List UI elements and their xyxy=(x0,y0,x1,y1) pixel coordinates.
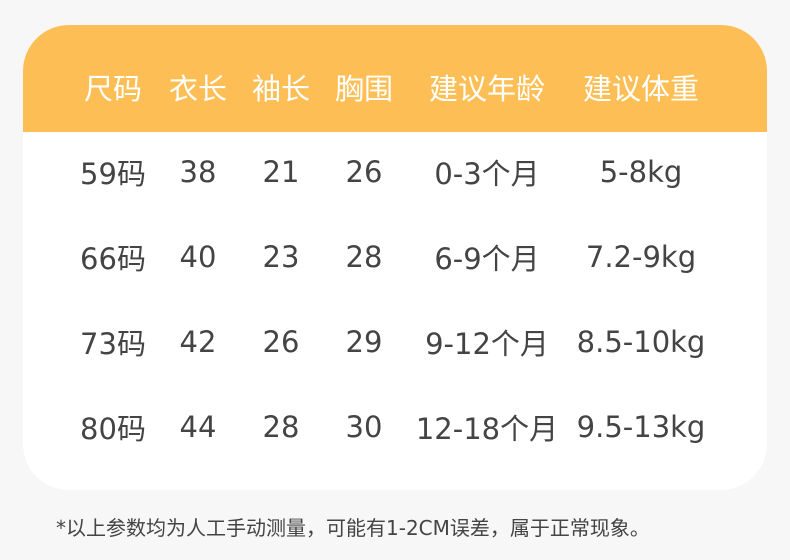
cell-size: 59码 xyxy=(80,157,146,191)
header-length: 衣长 xyxy=(168,72,228,106)
table-header xyxy=(23,25,767,132)
size-chart-card: 尺码 衣长 袖长 胸围 建议年龄 建议体重 59码 38 21 26 0-3个月 5-8kg 66码 40… xyxy=(23,25,767,490)
cell-size: 66码 xyxy=(80,242,146,276)
cell-length: 44 xyxy=(179,410,217,444)
cell-age: 9-12个月 xyxy=(425,327,549,361)
cell-chest: 28 xyxy=(345,240,383,274)
cell-sleeve: 23 xyxy=(262,240,300,274)
cell-age: 6-9个月 xyxy=(434,242,540,276)
cell-chest: 30 xyxy=(345,410,383,444)
cell-sleeve: 28 xyxy=(262,410,300,444)
header-size: 尺码 xyxy=(83,72,143,106)
cell-length: 38 xyxy=(179,155,217,189)
cell-weight: 7.2-9kg xyxy=(585,240,697,274)
cell-weight: 9.5-13kg xyxy=(576,410,706,444)
cell-chest: 26 xyxy=(345,155,383,189)
cell-length: 40 xyxy=(179,240,217,274)
header-weight: 建议体重 xyxy=(582,72,700,106)
cell-weight: 5-8kg xyxy=(599,155,683,189)
measurement-note: *以上参数均为人工手动测量，可能有1-2CM误差，属于正常现象。 xyxy=(56,516,650,540)
cell-length: 42 xyxy=(179,325,217,359)
cell-size: 73码 xyxy=(80,327,146,361)
cell-weight: 8.5-10kg xyxy=(576,325,706,359)
cell-chest: 29 xyxy=(345,325,383,359)
header-sleeve: 袖长 xyxy=(251,72,311,106)
cell-sleeve: 21 xyxy=(262,155,300,189)
header-age: 建议年龄 xyxy=(428,72,546,106)
cell-size: 80码 xyxy=(80,412,146,446)
cell-age: 12-18个月 xyxy=(415,412,559,446)
header-chest: 胸围 xyxy=(334,72,394,106)
cell-sleeve: 26 xyxy=(262,325,300,359)
cell-age: 0-3个月 xyxy=(434,157,540,191)
